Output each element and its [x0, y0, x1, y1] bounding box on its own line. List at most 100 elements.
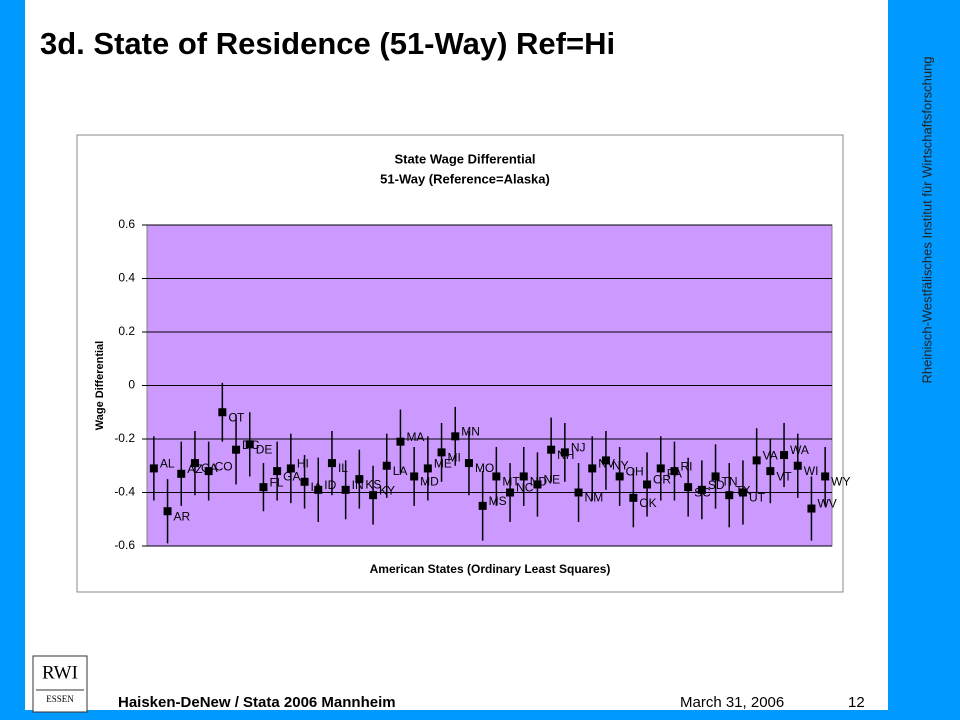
- y-tick-label: -0.2: [114, 431, 135, 445]
- point-label: MI: [448, 451, 461, 465]
- marker: [588, 464, 597, 473]
- chart-title: 51-Way (Reference=Alaska): [380, 171, 550, 186]
- point-label: OK: [639, 496, 656, 510]
- marker: [629, 493, 638, 502]
- point-label: ME: [434, 457, 452, 471]
- marker: [506, 488, 515, 497]
- point-label: WI: [804, 464, 819, 478]
- point-label: RI: [680, 459, 692, 473]
- point-label: MT: [502, 475, 520, 489]
- marker: [286, 464, 295, 473]
- marker: [766, 467, 775, 476]
- marker: [369, 491, 378, 500]
- marker: [382, 461, 391, 470]
- marker: [738, 488, 747, 497]
- marker: [807, 504, 816, 513]
- marker: [396, 437, 405, 446]
- point-label: MS: [489, 494, 507, 508]
- point-label: NC: [516, 481, 534, 495]
- point-label: MN: [461, 424, 480, 438]
- chart-title: State Wage Differential: [394, 151, 535, 166]
- marker: [163, 507, 172, 516]
- point-label: OH: [626, 465, 644, 479]
- y-tick-label: 0: [128, 378, 135, 392]
- marker: [437, 448, 446, 457]
- marker: [190, 459, 199, 468]
- marker: [533, 480, 542, 489]
- marker: [656, 464, 665, 473]
- point-label: MO: [475, 461, 494, 475]
- marker: [423, 464, 432, 473]
- marker: [670, 467, 679, 476]
- marker: [615, 472, 624, 481]
- marker: [752, 456, 761, 465]
- marker: [451, 432, 460, 441]
- marker: [218, 408, 227, 417]
- marker: [273, 467, 282, 476]
- point-label: MD: [420, 475, 439, 489]
- logo: [32, 655, 88, 713]
- marker: [519, 472, 528, 481]
- marker: [300, 477, 309, 486]
- marker: [780, 451, 789, 460]
- point-label: WY: [831, 475, 850, 489]
- point-label: IL: [338, 461, 348, 475]
- marker: [574, 488, 583, 497]
- marker: [793, 461, 802, 470]
- marker: [259, 483, 268, 492]
- point-label: UT: [749, 491, 766, 505]
- y-tick-label: -0.6: [114, 538, 135, 552]
- logo-text: RWI: [42, 662, 78, 683]
- point-label: GA: [283, 469, 300, 483]
- slide-title: 3d. State of Residence (51-Way) Ref=Hi: [40, 26, 615, 61]
- footer-page: 12: [848, 694, 865, 711]
- footer-author: Haisken-DeNew / Stata 2006 Mannheim: [118, 694, 396, 711]
- marker: [341, 485, 350, 494]
- marker: [464, 459, 473, 468]
- y-tick-label: 0.6: [118, 217, 135, 231]
- marker: [697, 485, 706, 494]
- point-label: WA: [790, 443, 809, 457]
- x-axis-label: American States (Ordinary Least Squares): [370, 562, 611, 576]
- point-label: SD: [708, 478, 725, 492]
- marker: [560, 448, 569, 457]
- marker: [355, 475, 364, 484]
- point-label: MA: [406, 430, 424, 444]
- marker: [711, 472, 720, 481]
- marker: [643, 480, 652, 489]
- point-label: OR: [653, 473, 671, 487]
- point-label: CO: [215, 459, 233, 473]
- point-label: AR: [174, 509, 191, 523]
- point-label: NM: [585, 491, 604, 505]
- point-label: DE: [256, 443, 273, 457]
- y-tick-label: -0.4: [114, 485, 135, 499]
- point-label: AL: [160, 457, 175, 471]
- y-tick-label: 0.4: [118, 271, 135, 285]
- chart: State Wage Differential 51-Way (Reference…: [94, 151, 851, 576]
- marker: [601, 456, 610, 465]
- marker: [177, 469, 186, 478]
- point-label: WV: [817, 497, 836, 511]
- y-tick-label: 0.2: [118, 324, 135, 338]
- marker: [725, 491, 734, 500]
- marker: [478, 501, 487, 510]
- point-label: ID: [324, 478, 336, 492]
- marker: [492, 472, 501, 481]
- point-label: HI: [297, 457, 309, 471]
- side-text: Rheinisch-Westfälisches Institut für Wir…: [919, 56, 934, 383]
- y-axis-label: Wage Differential: [94, 341, 106, 430]
- marker: [245, 440, 254, 449]
- marker: [149, 464, 158, 473]
- marker: [821, 472, 830, 481]
- marker: [547, 445, 556, 454]
- point-label: NJ: [571, 441, 586, 455]
- marker: [327, 459, 336, 468]
- marker: [204, 467, 213, 476]
- footer-date: March 31, 2006: [680, 694, 784, 711]
- marker: [232, 445, 241, 454]
- marker: [410, 472, 419, 481]
- marker: [314, 485, 323, 494]
- marker: [684, 483, 693, 492]
- logo-subtext: ESSEN: [46, 694, 74, 704]
